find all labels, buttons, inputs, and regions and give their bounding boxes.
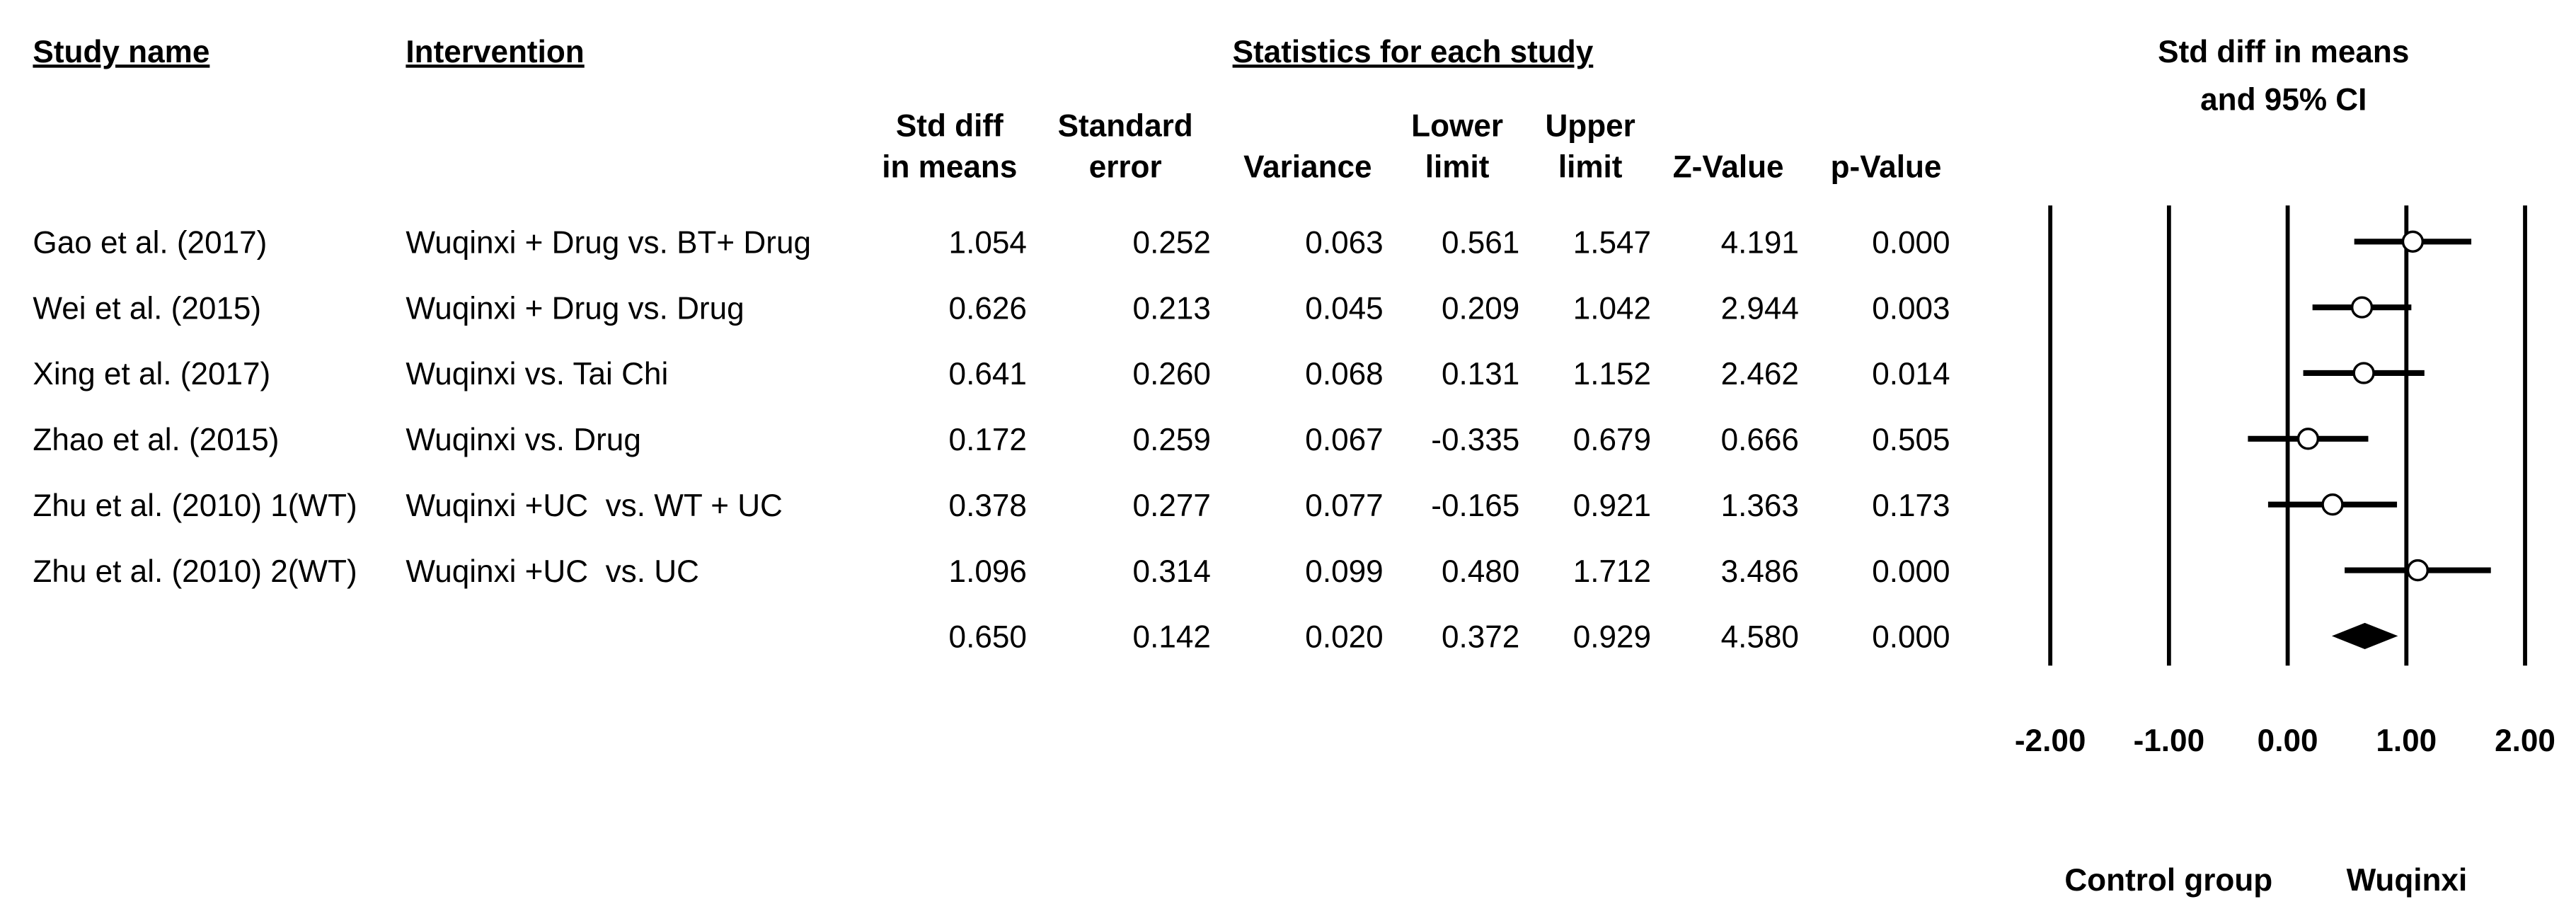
point-estimate [2352,362,2375,384]
cell-value: 0.000 [1872,620,1950,655]
column-header: Lower [1411,109,1503,144]
study-name: Zhu et al. (2010) 2(WT) [33,554,357,589]
cell-value: 0.063 [1305,226,1383,261]
cell-value: 0.378 [949,488,1027,523]
column-header: in means [882,150,1017,185]
study-name: Zhao et al. (2015) [33,423,279,457]
x-tick-label: -2.00 [2015,723,2086,758]
x-tick-label: 1.00 [2376,723,2437,758]
cell-value: 0.068 [1305,357,1383,391]
cell-value: 0.172 [949,423,1027,457]
intervention: Wuqinxi + Drug vs. Drug [406,291,744,326]
cell-value: 0.142 [1133,620,1211,655]
intervention-header: Intervention [406,35,584,69]
cell-value: 0.259 [1133,423,1211,457]
cell-value: 1.712 [1573,554,1651,589]
cell-value: 0.561 [1442,226,1519,261]
column-header: Standard [1058,109,1193,144]
study-name: Gao et al. (2017) [33,226,267,261]
cell-value: 0.372 [1442,620,1519,655]
cell-value: 4.580 [1721,620,1799,655]
plot-title: and 95% CI [2200,83,2367,118]
cell-value: 1.042 [1573,291,1651,326]
cell-value: 0.077 [1305,488,1383,523]
cell-value: -0.165 [1431,488,1519,523]
point-estimate [2406,559,2430,582]
column-header: p-Value [1831,150,1942,185]
plot-title: Std diff in means [2158,35,2409,69]
cell-value: 0.641 [949,357,1027,391]
column-header: Variance [1243,150,1372,185]
cell-value: 0.173 [1872,488,1950,523]
cell-value: 0.666 [1721,423,1799,457]
cell-value: 0.679 [1573,423,1651,457]
cell-value: 0.626 [949,291,1027,326]
column-header: Std diff [896,109,1004,144]
cell-value: 0.650 [949,620,1027,655]
cell-value: 4.191 [1721,226,1799,261]
column-header: error [1089,150,1162,185]
cell-value: 1.363 [1721,488,1799,523]
point-estimate [2350,296,2374,319]
cell-value: 0.314 [1133,554,1211,589]
group-header: Statistics for each study [1233,35,1594,69]
cell-value: 0.014 [1872,357,1950,391]
intervention: Wuqinxi vs. Drug [406,423,640,457]
cell-value: 0.921 [1573,488,1651,523]
cell-value: -0.335 [1431,423,1519,457]
cell-value: 0.003 [1872,291,1950,326]
cell-value: 0.252 [1133,226,1211,261]
cell-value: 2.944 [1721,291,1799,326]
cell-value: 0.505 [1872,423,1950,457]
cell-value: 1.096 [949,554,1027,589]
x-tick-label: 2.00 [2495,723,2555,758]
cell-value: 0.929 [1573,620,1651,655]
cell-value: 2.462 [1721,357,1799,391]
point-estimate [2321,493,2344,516]
cell-value: 0.000 [1872,554,1950,589]
intervention: Wuqinxi +UC vs. WT + UC [406,488,783,523]
column-header: limit [1425,150,1490,185]
cell-value: 0.067 [1305,423,1383,457]
cell-value: 0.131 [1442,357,1519,391]
x-label-right: Wuqinxi [2347,863,2468,898]
intervention: Wuqinxi vs. Tai Chi [406,357,668,391]
cell-value: 1.152 [1573,357,1651,391]
column-header: Z-Value [1673,150,1784,185]
intervention: Wuqinxi + Drug vs. BT+ Drug [406,226,811,261]
summary-diamond [2331,622,2398,649]
study-name: Zhu et al. (2010) 1(WT) [33,488,357,523]
cell-value: 0.213 [1133,291,1211,326]
cell-value: 0.020 [1305,620,1383,655]
study-name: Wei et al. (2015) [33,291,261,326]
cell-value: 0.277 [1133,488,1211,523]
x-tick-label: 0.00 [2258,723,2318,758]
cell-value: 3.486 [1721,554,1799,589]
intervention: Wuqinxi +UC vs. UC [406,554,699,589]
x-tick-label: -1.00 [2134,723,2205,758]
column-header: Upper [1545,109,1635,144]
cell-value: 0.099 [1305,554,1383,589]
point-estimate [2401,230,2425,253]
cell-value: 0.000 [1872,226,1950,261]
cell-value: 0.045 [1305,291,1383,326]
cell-value: 1.547 [1573,226,1651,261]
cell-value: 0.260 [1133,357,1211,391]
cell-value: 1.054 [949,226,1027,261]
study-header: Study name [33,35,209,69]
cell-value: 0.209 [1442,291,1519,326]
column-header: limit [1558,150,1623,185]
point-estimate [2296,428,2320,450]
study-name: Xing et al. (2017) [33,357,270,391]
x-label-left: Control group [2064,863,2272,898]
cell-value: 0.480 [1442,554,1519,589]
